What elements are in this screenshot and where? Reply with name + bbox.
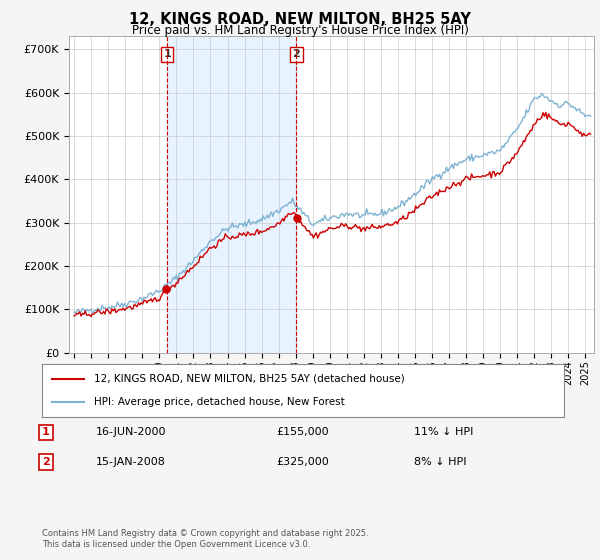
Text: Contains HM Land Registry data © Crown copyright and database right 2025.
This d: Contains HM Land Registry data © Crown c… xyxy=(42,529,368,549)
Text: 15-JAN-2008: 15-JAN-2008 xyxy=(96,457,166,467)
Text: HPI: Average price, detached house, New Forest: HPI: Average price, detached house, New … xyxy=(94,397,345,407)
Bar xyxy=(167,36,296,353)
Text: 2: 2 xyxy=(293,49,300,59)
Text: 11% ↓ HPI: 11% ↓ HPI xyxy=(414,427,473,437)
Text: 16-JUN-2000: 16-JUN-2000 xyxy=(96,427,167,437)
Text: 2: 2 xyxy=(42,457,50,467)
Text: 12, KINGS ROAD, NEW MILTON, BH25 5AY: 12, KINGS ROAD, NEW MILTON, BH25 5AY xyxy=(129,12,471,27)
Text: 1: 1 xyxy=(42,427,50,437)
Text: 1: 1 xyxy=(163,49,171,59)
Text: 12, KINGS ROAD, NEW MILTON, BH25 5AY (detached house): 12, KINGS ROAD, NEW MILTON, BH25 5AY (de… xyxy=(94,374,405,384)
Text: 8% ↓ HPI: 8% ↓ HPI xyxy=(414,457,467,467)
Text: £325,000: £325,000 xyxy=(276,457,329,467)
Text: £155,000: £155,000 xyxy=(276,427,329,437)
Text: Price paid vs. HM Land Registry's House Price Index (HPI): Price paid vs. HM Land Registry's House … xyxy=(131,24,469,37)
